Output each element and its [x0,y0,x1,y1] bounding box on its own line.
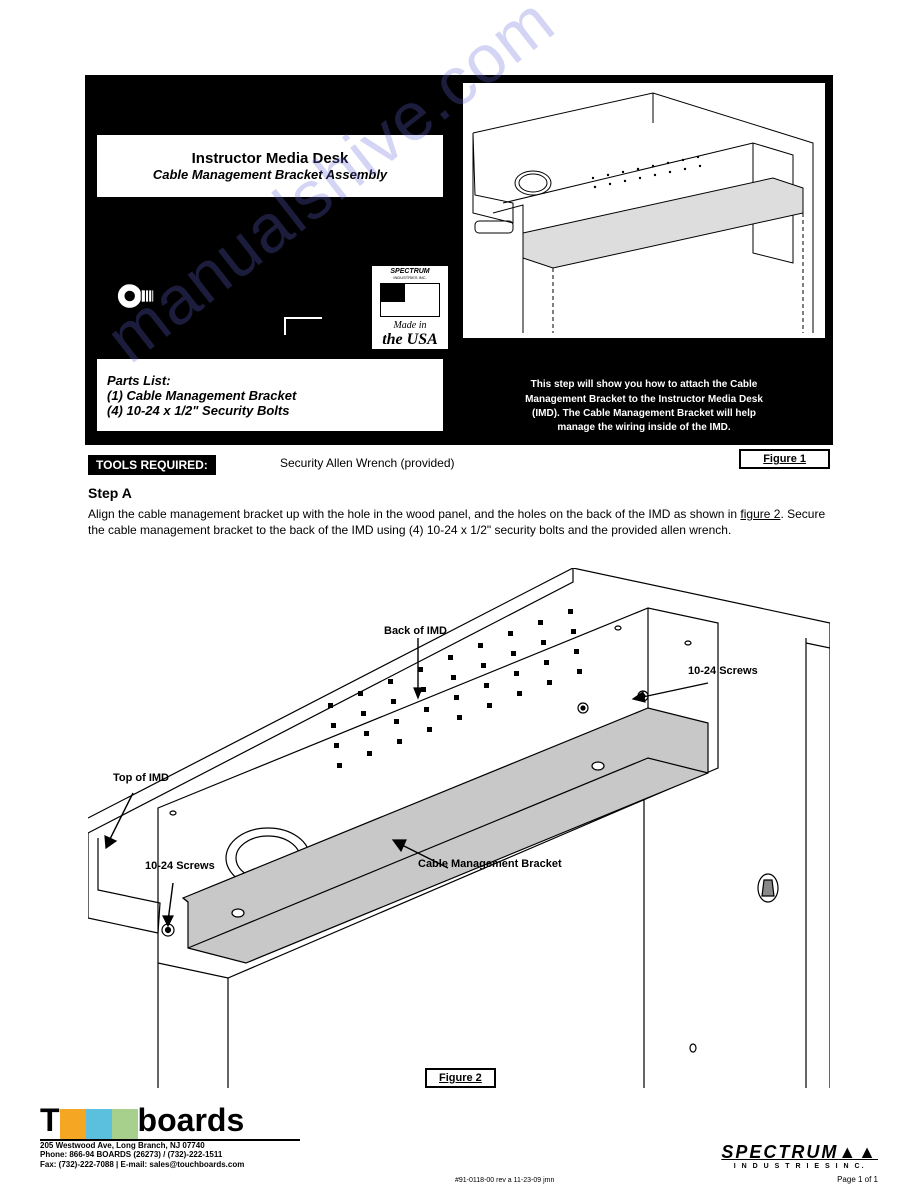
label-screws-right: 10-24 Screws [688,665,758,677]
step-a-body: Align the cable management bracket up wi… [88,507,830,538]
header-right-block: This step will show you how to attach th… [455,75,833,445]
badge-brand-sub: INDUSTRIES INC. [393,275,426,280]
footer-address-2: Phone: 866-94 BOARDS (26273) / (732)-222… [40,1151,300,1160]
screw-icon [115,275,157,317]
figure-2-label: Figure 2 [425,1068,496,1088]
title-line1: Instructor Media Desk [97,150,443,167]
overview-caption-2: Management Bracket to the Instructor Med… [455,394,833,405]
badge-brand: SPECTRUM [390,268,429,275]
overview-diagram [463,83,825,338]
spectrum-sub: I N D U S T R I E S I N C. [721,1163,878,1170]
spectrum-logo: SPECTRUM▲▲ I N D U S T R I E S I N C. [721,1142,878,1170]
label-back-of-imd: Back of IMD [384,625,447,637]
parts-item-2: (4) 10-24 x 1/2" Security Bolts [107,403,443,418]
doc-id: #91-0118-00 rev a 11-23-09 jmn [455,1177,554,1184]
made-in-usa-badge: SPECTRUM INDUSTRIES INC. Made in the USA [371,265,449,350]
label-bracket: Cable Management Bracket [418,858,562,870]
spectrum-name: SPECTRUM▲▲ [721,1142,878,1163]
header-left-block: Instructor Media Desk Cable Management B… [85,75,455,445]
label-screws-left: 10-24 Screws [145,860,215,872]
page-number: Page 1 of 1 [837,1175,878,1184]
figure-1-label: Figure 1 [739,449,830,469]
touchboards-wordmark: Tboards [40,1101,300,1139]
usa-flag-icon [380,283,440,317]
parts-heading: Parts List: [107,373,443,388]
parts-list-box: Parts List: (1) Cable Management Bracket… [97,359,443,431]
footer-address-3: Fax: (732)-222-7088 | E-mail: sales@touc… [40,1161,300,1170]
tools-required-items: Security Allen Wrench (provided) [280,456,455,470]
overview-caption-1: This step will show you how to attach th… [455,379,833,390]
step-a-instructions: Step A Align the cable management bracke… [88,485,830,538]
tools-required-label: TOOLS REQUIRED: [88,455,216,475]
title-line2: Cable Management Bracket Assembly [97,167,443,182]
step-a-prefix: Align the cable management bracket up wi… [88,507,740,521]
badge-country: the USA [382,331,438,349]
parts-item-1: (1) Cable Management Bracket [107,388,443,403]
badge-made-in: Made in [393,320,426,331]
allen-key-icon [280,310,330,340]
overview-caption-3: (IMD). The Cable Management Bracket will… [455,408,833,419]
step-a-title: Step A [88,485,830,501]
touchboards-logo: Tboards 205 Westwood Ave, Long Branch, N… [40,1101,300,1170]
assembly-diagram [88,568,830,1088]
overview-caption-4: manage the wiring inside of the IMD. [455,422,833,433]
label-top-of-imd: Top of IMD [113,772,169,784]
step-a-figref: figure 2 [740,507,780,521]
title-box: Instructor Media Desk Cable Management B… [97,135,443,197]
page-footer: Tboards 205 Westwood Ave, Long Branch, N… [40,1101,878,1170]
footer-address-1: 205 Westwood Ave, Long Branch, NJ 07740 [40,1142,300,1151]
